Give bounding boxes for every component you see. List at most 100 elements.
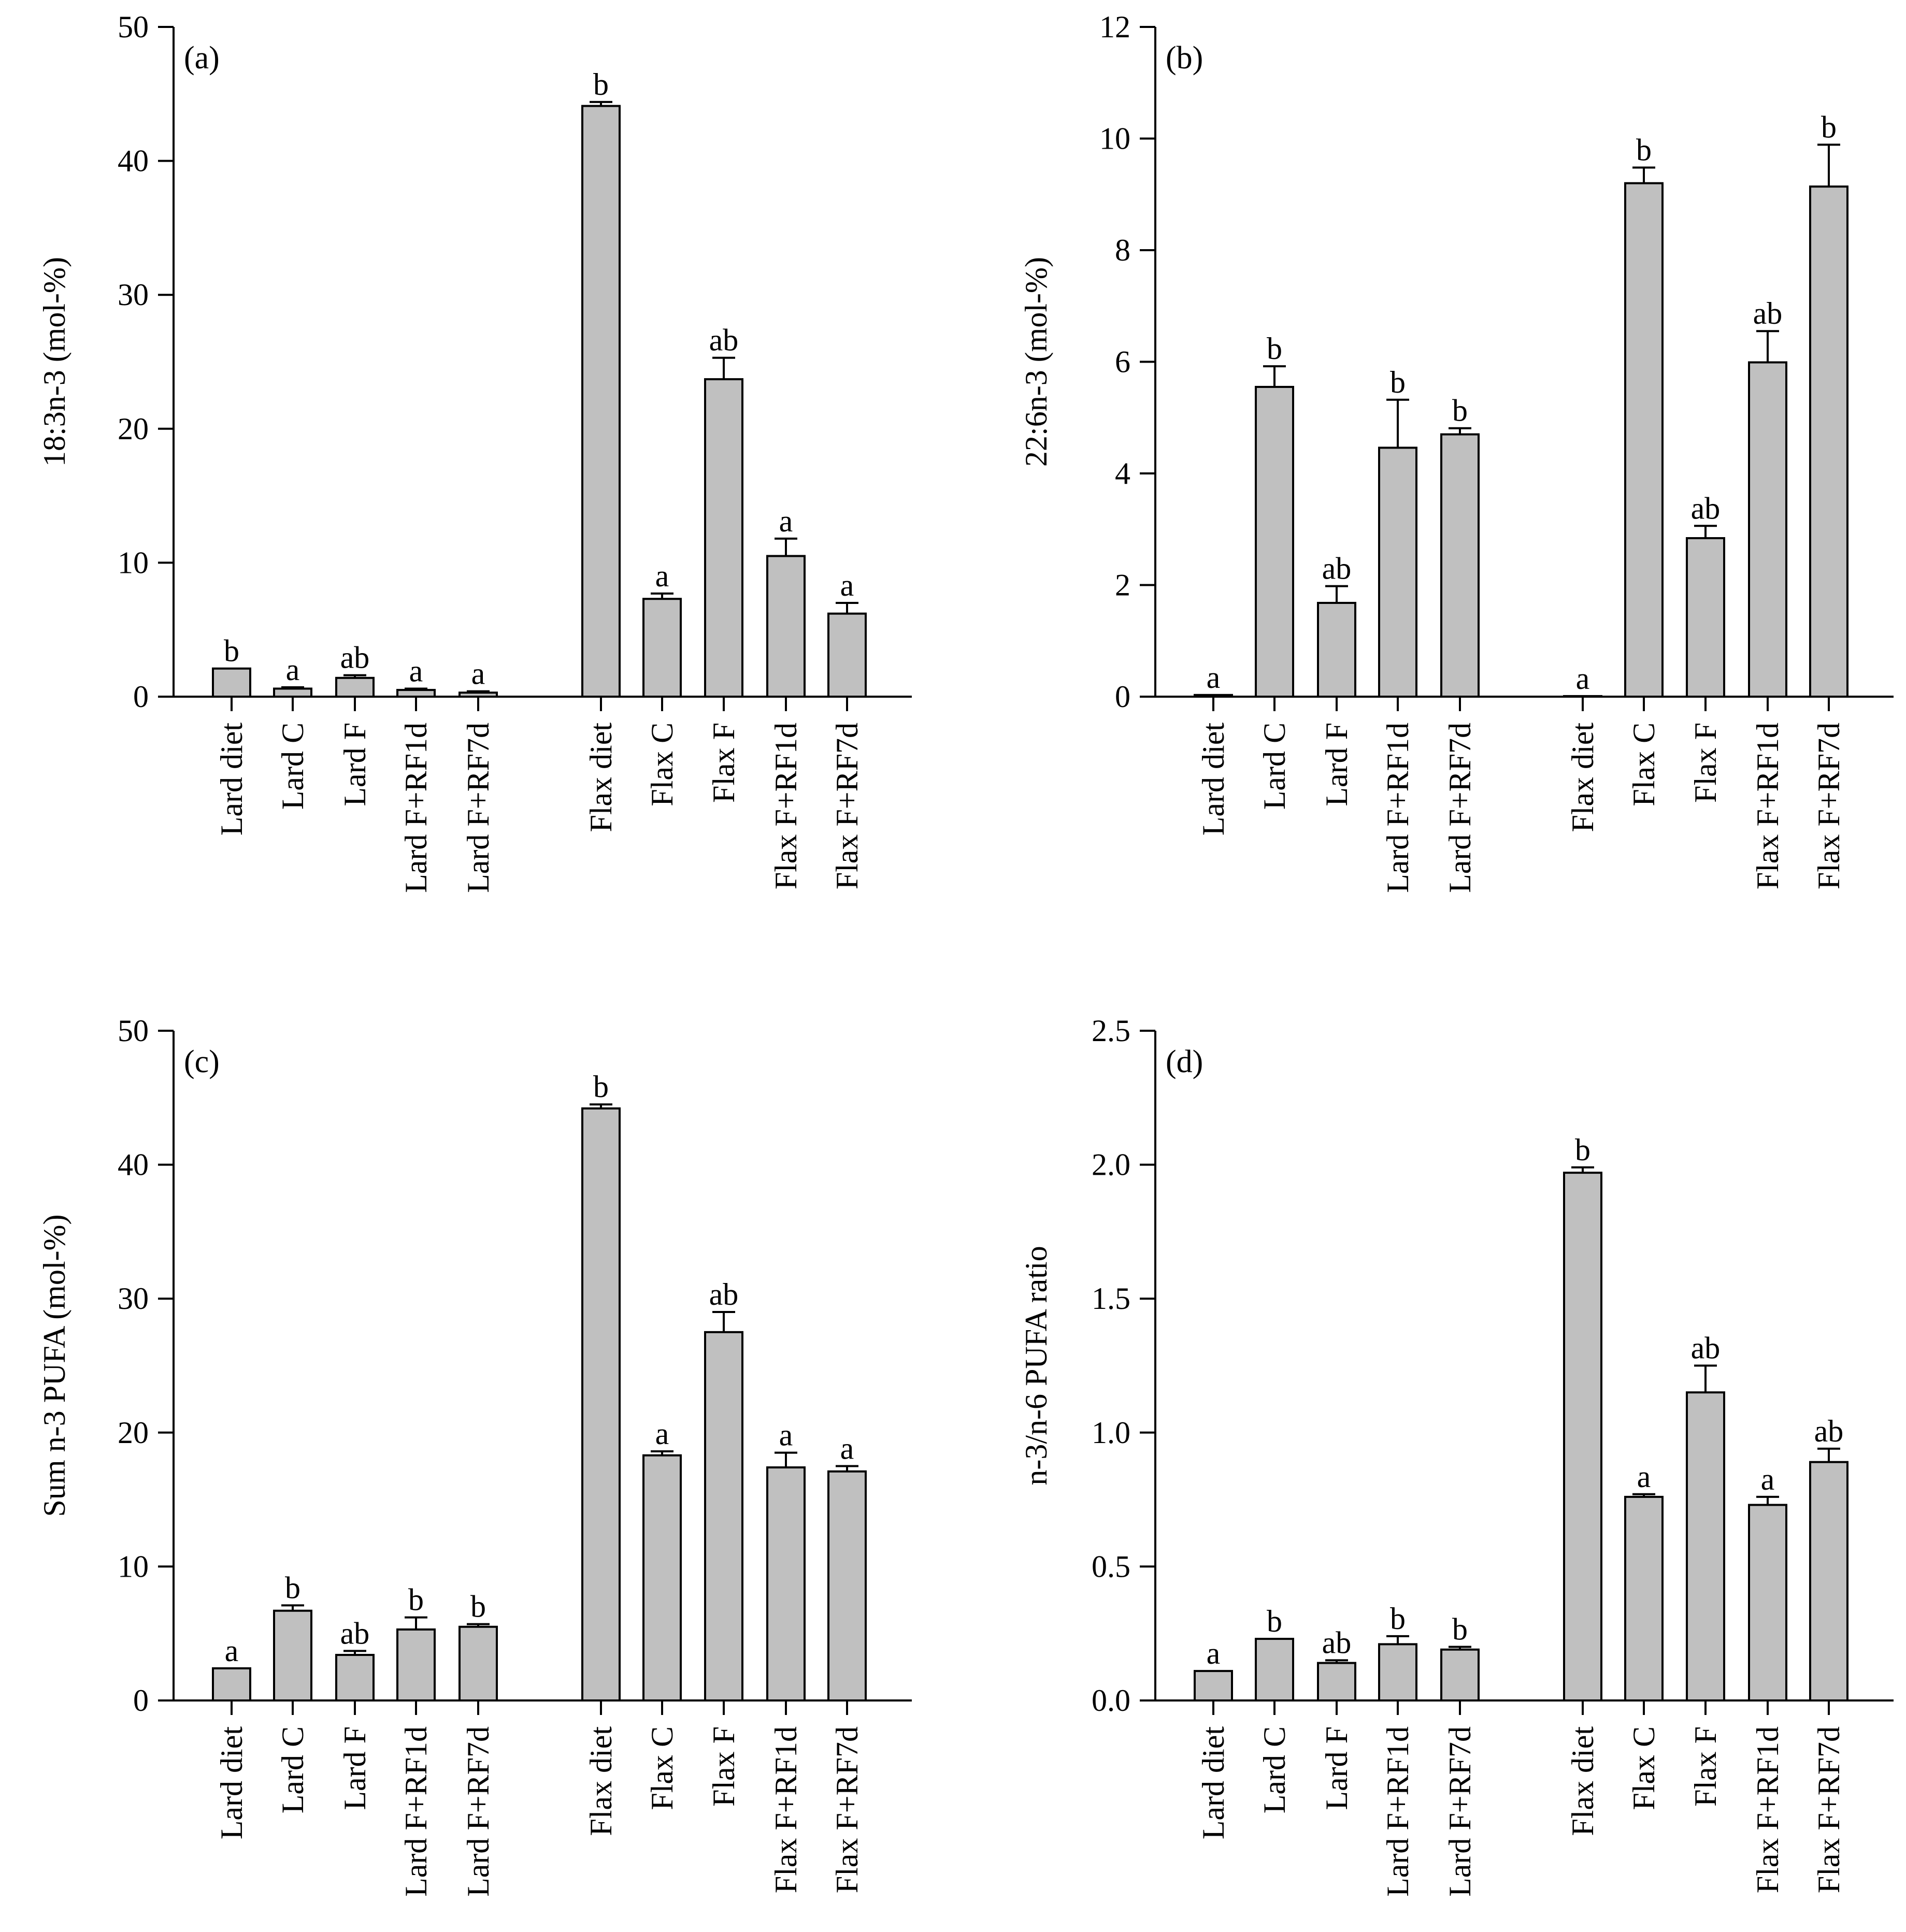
x-tick-label: Flax C bbox=[645, 1726, 679, 1810]
bar-2-5 bbox=[1440, 433, 1480, 698]
significance-letter: a bbox=[471, 657, 485, 691]
significance-letter: b bbox=[1267, 331, 1282, 366]
bar-4-6 bbox=[1563, 1172, 1602, 1702]
x-tick-label: Lard C bbox=[276, 1726, 310, 1813]
bar-4-4 bbox=[1378, 1643, 1417, 1702]
x-tick-label: Lard C bbox=[1257, 723, 1292, 810]
bar-2-10 bbox=[1809, 185, 1848, 698]
bar-1-6 bbox=[581, 105, 621, 698]
bar-1-10 bbox=[827, 612, 867, 698]
y-tick-label: 12 bbox=[1099, 10, 1130, 44]
x-tick-label: Flax F+RF7d bbox=[830, 1726, 864, 1893]
y-axis-label: 18:3n-3 (mol-%) bbox=[37, 257, 71, 467]
x-tick-label: Flax F+RF1d bbox=[769, 723, 803, 889]
significance-letter: ab bbox=[1322, 552, 1352, 586]
x-tick-label: Flax diet bbox=[584, 1726, 618, 1836]
significance-letter: a bbox=[779, 504, 793, 538]
bar-4-8 bbox=[1686, 1391, 1725, 1702]
significance-letter: a bbox=[225, 1634, 239, 1668]
bar-2-8 bbox=[1686, 537, 1725, 698]
significance-letter: b bbox=[1267, 1604, 1282, 1638]
bar-3-9 bbox=[766, 1466, 806, 1702]
x-tick-label: Flax diet bbox=[1566, 723, 1600, 832]
x-tick-label: Flax diet bbox=[1566, 1726, 1600, 1836]
significance-letter: ab bbox=[709, 323, 739, 357]
significance-letter: ab bbox=[1691, 1331, 1721, 1365]
x-tick-label: Lard F bbox=[1320, 723, 1354, 806]
y-tick-label: 50 bbox=[118, 1014, 149, 1048]
significance-letter: ab bbox=[1753, 296, 1783, 330]
y-axis-label: 22:6n-3 (mol-%) bbox=[1019, 257, 1053, 467]
x-tick-label: Lard C bbox=[1257, 1726, 1292, 1813]
bar-4-7 bbox=[1624, 1495, 1664, 1702]
significance-letter: a bbox=[655, 559, 669, 593]
significance-letter: a bbox=[1207, 1636, 1221, 1670]
bar-1-9 bbox=[766, 555, 806, 698]
x-tick-label: Lard diet bbox=[214, 723, 249, 836]
x-tick-label: Lard F bbox=[1320, 1726, 1354, 1810]
significance-letter: a bbox=[1761, 1462, 1775, 1496]
x-tick-label: Lard C bbox=[276, 723, 310, 810]
y-tick-label: 6 bbox=[1115, 345, 1130, 379]
significance-letter: b bbox=[1390, 365, 1406, 399]
significance-letter: a bbox=[779, 1418, 793, 1452]
significance-letter: ab bbox=[1322, 1625, 1352, 1660]
significance-letter: b bbox=[593, 67, 609, 102]
x-tick-label: Lard F+RF1d bbox=[399, 1726, 433, 1897]
x-tick-label: Flax F+RF1d bbox=[1751, 723, 1785, 889]
y-tick-label: 0 bbox=[133, 1683, 149, 1718]
panel-label: (a) bbox=[184, 40, 220, 76]
y-tick-label: 8 bbox=[1115, 233, 1130, 267]
x-tick-label: Flax F+RF1d bbox=[1751, 1726, 1785, 1893]
significance-letter: a bbox=[655, 1417, 669, 1451]
bar-1-3 bbox=[335, 676, 375, 698]
x-tick-label: Flax F bbox=[707, 1726, 741, 1807]
significance-letter: b bbox=[1821, 110, 1837, 144]
bar-3-2 bbox=[273, 1609, 312, 1702]
bar-2-9 bbox=[1748, 361, 1787, 698]
y-tick-label: 4 bbox=[1115, 456, 1130, 491]
panel-label: (d) bbox=[1166, 1044, 1203, 1079]
x-tick-label: Flax F bbox=[707, 723, 741, 803]
x-tick-label: Lard diet bbox=[1196, 1726, 1230, 1840]
y-tick-label: 10 bbox=[118, 545, 149, 580]
bar-4-5 bbox=[1440, 1648, 1480, 1702]
y-tick-label: 50 bbox=[118, 10, 149, 44]
bar-3-4 bbox=[396, 1628, 436, 1702]
y-tick-label: 0.0 bbox=[1092, 1683, 1130, 1718]
bar-2-4 bbox=[1378, 446, 1417, 698]
significance-letter: b bbox=[1452, 394, 1468, 428]
significance-letter: ab bbox=[1691, 491, 1721, 525]
x-tick-label: Lard F+RF1d bbox=[1381, 723, 1415, 893]
x-tick-label: Lard F+RF7d bbox=[1443, 723, 1477, 893]
bar-1-2 bbox=[273, 687, 312, 698]
significance-letter: a bbox=[1207, 660, 1221, 695]
bar-4-3 bbox=[1317, 1662, 1356, 1702]
y-tick-label: 10 bbox=[118, 1549, 149, 1583]
significance-letter: b bbox=[1575, 1133, 1590, 1167]
significance-letter: b bbox=[285, 1570, 300, 1605]
x-tick-label: Flax F bbox=[1688, 723, 1723, 803]
x-tick-label: Flax F+RF1d bbox=[769, 1726, 803, 1893]
x-tick-label: Flax C bbox=[1627, 1726, 1661, 1810]
x-tick-label: Lard diet bbox=[214, 1726, 249, 1840]
x-tick-label: Lard F+RF7d bbox=[461, 1726, 495, 1897]
bar-1-1 bbox=[212, 667, 251, 698]
significance-letter: a bbox=[1637, 1460, 1651, 1494]
y-tick-label: 40 bbox=[118, 144, 149, 178]
x-tick-label: Flax diet bbox=[584, 723, 618, 832]
x-tick-label: Lard F bbox=[338, 723, 372, 806]
x-tick-label: Flax F+RF7d bbox=[830, 723, 864, 889]
significance-letter: a bbox=[409, 654, 423, 688]
y-axis-label: n-3/n-6 PUFA ratio bbox=[1019, 1246, 1053, 1485]
y-tick-label: 20 bbox=[118, 412, 149, 446]
bar-3-7 bbox=[642, 1454, 682, 1702]
bar-4-10 bbox=[1809, 1461, 1848, 1702]
x-tick-label: Lard F+RF7d bbox=[1443, 1726, 1477, 1897]
bar-3-10 bbox=[827, 1470, 867, 1702]
x-tick-label: Lard F+RF1d bbox=[399, 723, 433, 893]
